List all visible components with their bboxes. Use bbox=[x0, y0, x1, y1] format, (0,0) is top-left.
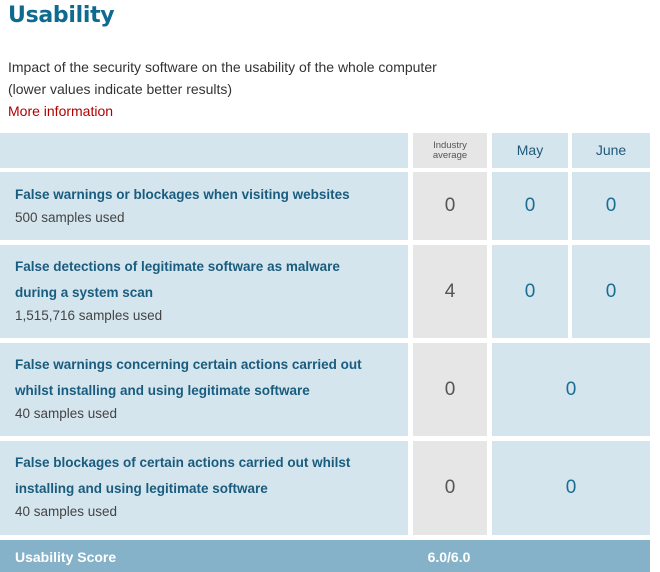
more-information-link[interactable]: More information bbox=[8, 103, 114, 119]
row-samples: 40 samples used bbox=[15, 406, 118, 421]
row-title: False warnings or blockages when visitin… bbox=[15, 187, 350, 202]
row-samples: 500 samples used bbox=[15, 210, 125, 225]
row-websites: False warnings or blockages when visitin… bbox=[0, 172, 408, 240]
header-industry-line1: Industry bbox=[433, 140, 467, 151]
description-line-1: Impact of the security software on the u… bbox=[8, 59, 437, 75]
row-title-line1: False detections of legitimate software … bbox=[15, 259, 340, 274]
may-june-value: 0 bbox=[492, 343, 650, 436]
row-samples: 1,515,716 samples used bbox=[15, 308, 163, 323]
row-installing-blockages: False blockages of certain actions carri… bbox=[0, 441, 408, 535]
industry-value: 0 bbox=[413, 343, 487, 436]
header-industry-average: Industry average bbox=[413, 133, 487, 168]
june-value: 0 bbox=[572, 172, 650, 240]
industry-value: 0 bbox=[413, 441, 487, 535]
row-title-line2: during a system scan bbox=[15, 285, 154, 300]
usability-score-bar: Usability Score 6.0/6.0 bbox=[0, 540, 650, 572]
industry-value: 0 bbox=[413, 172, 487, 240]
row-installing-warnings: False warnings concerning certain action… bbox=[0, 343, 408, 436]
header-blank bbox=[0, 133, 408, 168]
row-title-line1: False blockages of certain actions carri… bbox=[15, 455, 351, 470]
row-system-scan: False detections of legitimate software … bbox=[0, 245, 408, 338]
description: Impact of the security software on the u… bbox=[8, 56, 437, 122]
row-title-line2: whilst installing and using legitimate s… bbox=[15, 383, 310, 398]
page-title: Usability bbox=[8, 3, 115, 28]
usability-score-label: Usability Score bbox=[15, 549, 117, 565]
description-line-2: (lower values indicate better results) bbox=[8, 81, 233, 97]
header-may: May bbox=[492, 133, 568, 168]
header-industry-line2: average bbox=[432, 150, 468, 161]
may-value: 0 bbox=[492, 172, 568, 240]
row-title-line2: installing and using legitimate software bbox=[15, 481, 268, 496]
usability-score-value: 6.0/6.0 bbox=[427, 549, 471, 565]
industry-value: 4 bbox=[413, 245, 487, 338]
may-june-value: 0 bbox=[492, 441, 650, 535]
june-value: 0 bbox=[572, 245, 650, 338]
header-june: June bbox=[572, 133, 650, 168]
row-samples: 40 samples used bbox=[15, 504, 118, 519]
row-title-line1: False warnings concerning certain action… bbox=[15, 357, 362, 372]
may-value: 0 bbox=[492, 245, 568, 338]
